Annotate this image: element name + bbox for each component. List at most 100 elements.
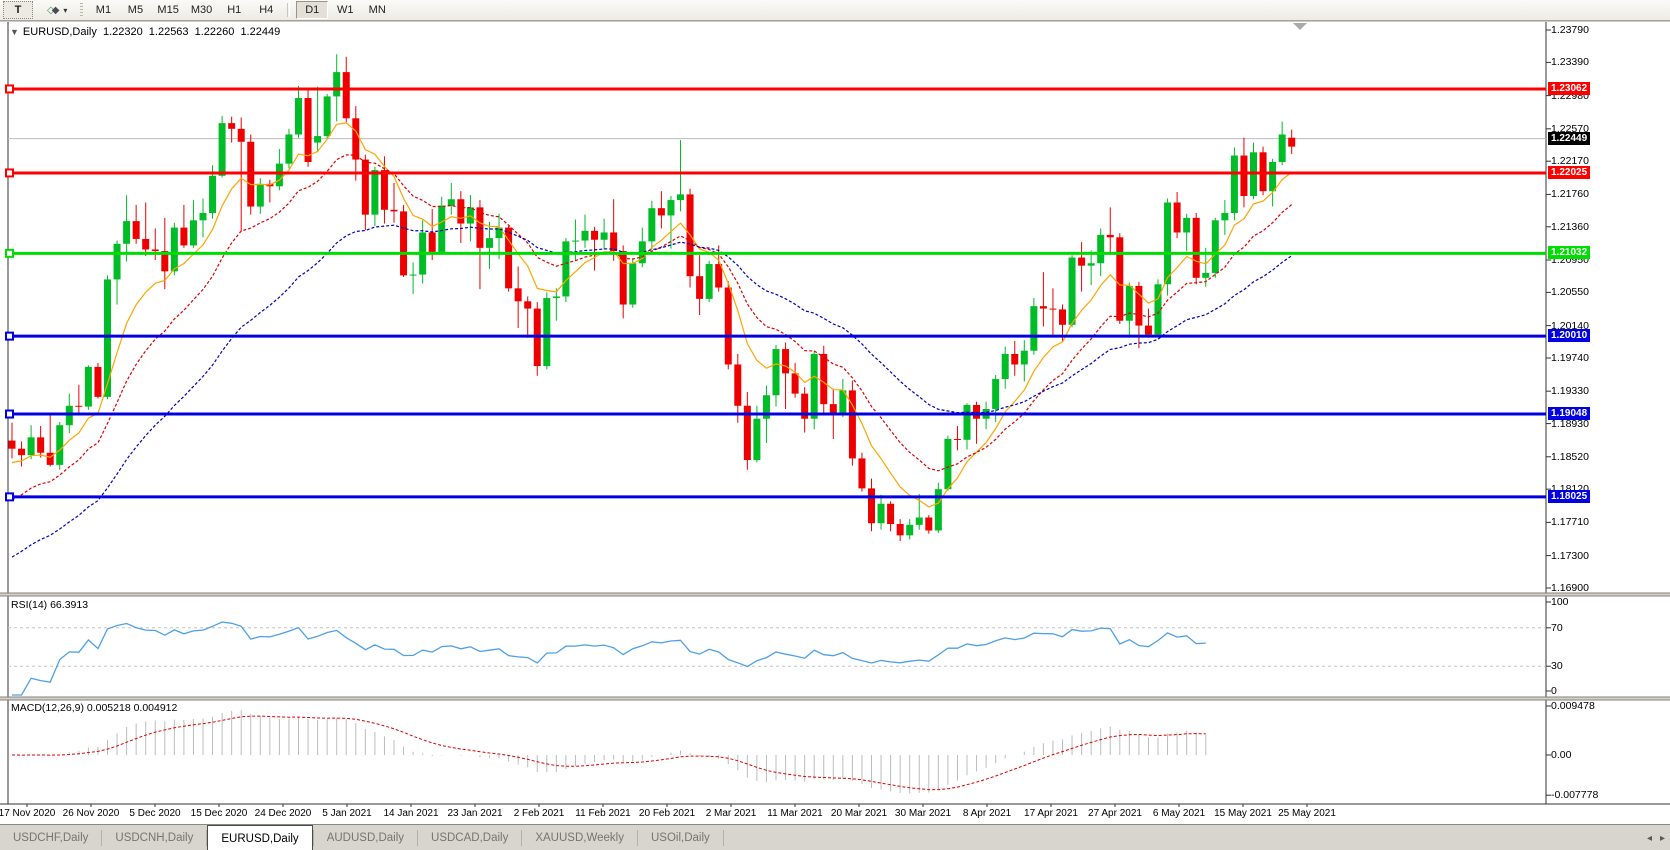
candle-body[interactable] xyxy=(973,404,981,419)
candle-body[interactable] xyxy=(104,279,111,397)
candle-body[interactable] xyxy=(524,301,532,309)
candle-body[interactable] xyxy=(447,199,455,206)
chart-tab-eurusd[interactable]: EURUSD,Daily xyxy=(207,825,313,850)
candle-body[interactable] xyxy=(113,243,121,280)
timeframe-button-m30[interactable]: M30 xyxy=(190,4,213,16)
candle-body[interactable] xyxy=(1221,213,1229,221)
timeframe-button-h4[interactable]: H4 xyxy=(259,4,274,16)
timeframe-button-d1[interactable]: D1 xyxy=(296,1,329,19)
candle-body[interactable] xyxy=(992,379,1000,410)
candle-body[interactable] xyxy=(438,205,446,252)
candle-body[interactable] xyxy=(1039,306,1047,309)
candle-body[interactable] xyxy=(1269,162,1277,192)
pane-splitter[interactable] xyxy=(0,593,1670,596)
chart-tab-usdchf[interactable]: USDCHF,Daily xyxy=(13,832,89,844)
candle-body[interactable] xyxy=(887,503,895,525)
timeframe-button-m5[interactable]: M5 xyxy=(127,4,144,16)
candle-body[interactable] xyxy=(295,98,302,135)
candle-body[interactable] xyxy=(409,274,417,276)
candle-body[interactable] xyxy=(486,238,493,248)
candle-body[interactable] xyxy=(934,489,942,531)
candle-body[interactable] xyxy=(877,503,885,524)
candle-body[interactable] xyxy=(1278,134,1286,163)
candle-body[interactable] xyxy=(37,437,45,453)
candle-body[interactable] xyxy=(94,366,102,397)
candle-body[interactable] xyxy=(1087,263,1095,266)
candle-body[interactable] xyxy=(132,221,140,239)
candle-body[interactable] xyxy=(495,227,503,239)
candle-body[interactable] xyxy=(734,364,742,406)
line-handle[interactable] xyxy=(5,84,14,94)
candle-body[interactable] xyxy=(476,207,484,248)
line-handle[interactable] xyxy=(5,492,14,502)
candle-body[interactable] xyxy=(1144,325,1152,335)
candle-body[interactable] xyxy=(925,517,933,531)
candle-body[interactable] xyxy=(648,208,656,242)
timeframe-button-w1[interactable]: W1 xyxy=(336,4,354,16)
candle-body[interactable] xyxy=(218,123,226,176)
candle-body[interactable] xyxy=(953,438,961,440)
candle-body[interactable] xyxy=(400,211,408,276)
candle-body[interactable] xyxy=(753,418,761,461)
candle-body[interactable] xyxy=(782,349,790,374)
candle-body[interactable] xyxy=(151,249,159,252)
timeframe-button-h1[interactable]: H1 xyxy=(227,4,242,16)
candle-body[interactable] xyxy=(1078,257,1086,266)
candle-body[interactable] xyxy=(142,238,150,250)
candle-body[interactable] xyxy=(1192,217,1200,278)
candle-body[interactable] xyxy=(858,458,866,489)
candle-body[interactable] xyxy=(8,440,16,449)
candle-body[interactable] xyxy=(1106,234,1114,238)
candle-body[interactable] xyxy=(1020,350,1028,365)
candle-body[interactable] xyxy=(705,264,713,299)
candle-body[interactable] xyxy=(801,393,809,419)
candle-body[interactable] xyxy=(1164,202,1172,285)
candle-body[interactable] xyxy=(868,488,875,524)
candle-body[interactable] xyxy=(791,373,799,394)
chart-tab-xauusd[interactable]: XAUUSD,Weekly xyxy=(535,832,624,844)
candle-body[interactable] xyxy=(304,98,312,163)
candle-body[interactable] xyxy=(1154,284,1162,335)
candle-body[interactable] xyxy=(371,170,379,215)
chart-tab-usdcnh[interactable]: USDCNH,Daily xyxy=(115,832,194,844)
candle-body[interactable] xyxy=(1240,155,1248,197)
candle-body[interactable] xyxy=(180,227,188,246)
candle-body[interactable] xyxy=(677,194,684,201)
candle-body[interactable] xyxy=(1011,353,1019,365)
candle-body[interactable] xyxy=(390,209,398,212)
candle-body[interactable] xyxy=(820,353,828,405)
candle-body[interactable] xyxy=(839,390,847,416)
candle-body[interactable] xyxy=(361,159,369,215)
candle-body[interactable] xyxy=(323,96,331,137)
chart-tab-usoil[interactable]: USOil,Daily xyxy=(650,832,710,844)
candle-body[interactable] xyxy=(457,199,465,224)
candle-body[interactable] xyxy=(56,425,64,465)
candle-body[interactable] xyxy=(667,200,675,216)
candle-body[interactable] xyxy=(170,227,178,272)
candle-body[interactable] xyxy=(1059,309,1066,325)
candle-body[interactable] xyxy=(1183,217,1191,233)
candle-body[interactable] xyxy=(342,72,350,119)
candle-body[interactable] xyxy=(285,134,293,164)
candle-body[interactable] xyxy=(906,524,914,536)
candle-body[interactable] xyxy=(552,296,560,299)
candle-body[interactable] xyxy=(1202,272,1210,278)
candle-body[interactable] xyxy=(1097,234,1105,264)
candle-body[interactable] xyxy=(610,232,618,252)
candle-body[interactable] xyxy=(380,170,388,210)
candle-body[interactable] xyxy=(829,404,837,416)
line-handle[interactable] xyxy=(5,331,14,341)
candle-body[interactable] xyxy=(1116,237,1124,321)
candle-body[interactable] xyxy=(27,437,35,456)
candle-body[interactable] xyxy=(848,390,856,459)
candle-body[interactable] xyxy=(743,405,751,461)
timeframe-button-mn[interactable]: MN xyxy=(368,4,386,16)
line-handle[interactable] xyxy=(5,248,14,258)
chart-tab-usdcad[interactable]: USDCAD,Daily xyxy=(431,832,509,844)
candle-body[interactable] xyxy=(46,452,54,465)
candle-body[interactable] xyxy=(562,241,570,297)
candle-body[interactable] xyxy=(619,251,627,305)
candle-body[interactable] xyxy=(1001,353,1009,380)
candle-body[interactable] xyxy=(696,276,704,299)
candle-body[interactable] xyxy=(352,118,360,160)
